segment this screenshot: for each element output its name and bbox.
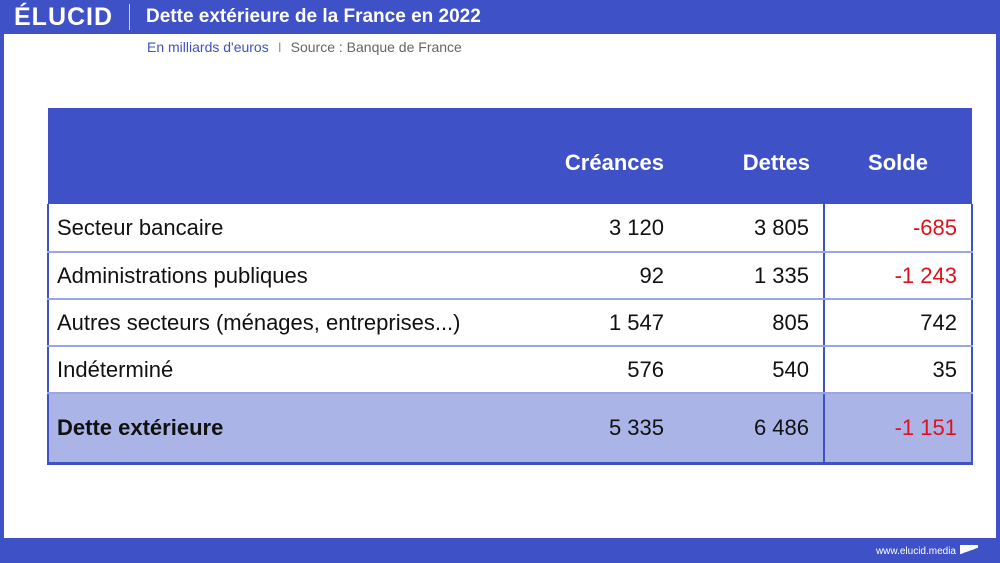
subtitle-separator: I: [277, 39, 282, 55]
cell-dettes: 1 335: [678, 252, 824, 300]
row-label: Administrations publiques: [47, 252, 538, 300]
row-label: Indéterminé: [47, 346, 538, 394]
column-header-label: [48, 108, 538, 204]
total-creances: 5 335: [538, 393, 678, 465]
units-label: En milliards d'euros: [147, 39, 269, 55]
debt-table: Créances Dettes Solde Secteur bancaire 3…: [47, 108, 973, 465]
footer: www.elucid.media: [876, 545, 978, 557]
cell-creances: 3 120: [538, 204, 678, 253]
table-row: Indéterminé 576 540 35: [47, 346, 973, 394]
cell-dettes: 540: [678, 346, 824, 394]
page-title: Dette extérieure de la France en 2022: [146, 6, 481, 27]
cell-creances: 576: [538, 346, 678, 394]
brand-logo[interactable]: ÉLUCID: [0, 4, 130, 30]
total-dettes: 6 486: [678, 393, 824, 465]
cell-creances: 1 547: [538, 299, 678, 347]
cell-solde: -1 243: [823, 252, 973, 300]
total-label: Dette extérieure: [47, 393, 538, 465]
brand-flag-icon: [960, 545, 978, 557]
cell-creances: 92: [538, 252, 678, 300]
total-row: Dette extérieure 5 335 6 486 -1 151: [47, 393, 973, 465]
footer-url[interactable]: www.elucid.media: [875, 545, 956, 557]
cell-dettes: 805: [678, 299, 824, 347]
column-header-solde: Solde: [824, 108, 972, 204]
source-label: Source : Banque de France: [290, 39, 462, 55]
row-label: Secteur bancaire: [47, 204, 538, 253]
cell-dettes: 3 805: [678, 204, 824, 253]
cell-solde: -685: [823, 204, 973, 253]
cell-solde: 35: [823, 346, 973, 394]
header-bar: ÉLUCID Dette extérieure de la France en …: [0, 0, 1000, 34]
total-solde: -1 151: [823, 393, 973, 465]
cell-solde: 742: [823, 299, 973, 347]
table-row: Autres secteurs (ménages, entreprises...…: [47, 299, 973, 347]
subtitle: En milliards d'euros I Source : Banque d…: [147, 39, 462, 55]
table-header-row: Créances Dettes Solde: [48, 108, 972, 204]
row-label: Autres secteurs (ménages, entreprises...…: [47, 299, 538, 347]
table-row: Administrations publiques 92 1 335 -1 24…: [47, 252, 973, 300]
column-header-creances: Créances: [538, 108, 678, 204]
table-row: Secteur bancaire 3 120 3 805 -685: [47, 204, 973, 253]
column-header-dettes: Dettes: [678, 108, 824, 204]
